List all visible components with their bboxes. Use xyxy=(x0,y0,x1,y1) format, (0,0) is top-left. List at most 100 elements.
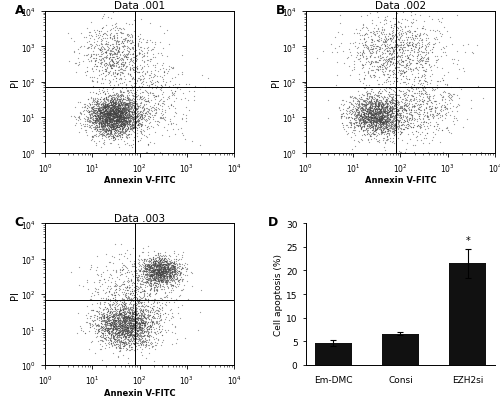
Point xyxy=(124,324,132,330)
Point xyxy=(108,306,116,313)
Point xyxy=(131,305,139,312)
Point xyxy=(104,115,112,121)
Point xyxy=(168,268,176,274)
Point xyxy=(105,71,113,77)
Point xyxy=(108,122,116,128)
Point xyxy=(96,337,104,343)
Point xyxy=(364,115,372,122)
Point xyxy=(152,261,160,268)
Point xyxy=(388,104,396,110)
Point xyxy=(366,119,374,126)
Point xyxy=(386,136,394,142)
Point xyxy=(117,115,125,121)
Point xyxy=(420,106,428,113)
Point xyxy=(124,119,132,126)
Point xyxy=(154,251,162,258)
Point xyxy=(107,103,115,109)
Point xyxy=(162,329,170,336)
Point xyxy=(162,269,170,275)
Point xyxy=(430,98,438,105)
Point xyxy=(402,86,410,93)
Point xyxy=(108,107,116,114)
Point xyxy=(154,269,162,275)
Point xyxy=(108,116,116,123)
Point xyxy=(390,108,398,115)
Point xyxy=(128,33,136,39)
Point xyxy=(383,14,391,20)
Point xyxy=(93,98,101,105)
Point xyxy=(136,340,144,346)
Point xyxy=(126,122,134,128)
Point xyxy=(162,268,170,275)
Point xyxy=(436,103,444,109)
Point xyxy=(98,90,106,96)
Point xyxy=(130,75,138,81)
Point xyxy=(370,99,378,105)
Point xyxy=(116,124,124,130)
Point xyxy=(140,257,148,263)
Point xyxy=(382,36,390,43)
Point xyxy=(382,119,390,125)
Point xyxy=(436,30,444,36)
Point xyxy=(407,83,415,90)
Point xyxy=(123,265,131,271)
Point xyxy=(394,26,402,32)
Point xyxy=(122,317,130,324)
Point xyxy=(138,123,146,129)
Point xyxy=(106,119,114,125)
Point xyxy=(98,324,106,330)
Point xyxy=(360,117,368,124)
Point xyxy=(139,263,147,269)
Point xyxy=(146,336,154,342)
Point xyxy=(402,97,409,103)
Point xyxy=(92,328,100,334)
Point xyxy=(98,110,106,116)
Point xyxy=(126,111,134,117)
Point xyxy=(98,114,106,120)
Point xyxy=(153,275,161,281)
Point xyxy=(126,316,134,323)
Point xyxy=(104,110,112,116)
Point xyxy=(137,263,145,269)
Point xyxy=(84,45,92,51)
Point xyxy=(149,281,157,288)
Point xyxy=(362,111,370,118)
Point xyxy=(135,253,143,259)
Point xyxy=(157,296,165,302)
Point xyxy=(379,125,387,132)
Point xyxy=(415,88,423,95)
Point xyxy=(102,315,110,322)
Point xyxy=(148,84,156,91)
Point xyxy=(153,300,161,306)
Point xyxy=(377,91,385,97)
Point xyxy=(420,46,428,52)
Point xyxy=(384,131,392,137)
Point xyxy=(366,100,374,106)
Point xyxy=(151,270,159,276)
Point xyxy=(446,113,454,119)
Point xyxy=(101,319,109,325)
Point xyxy=(102,88,110,95)
Point xyxy=(136,326,144,332)
Point xyxy=(128,313,136,320)
Point xyxy=(382,97,390,103)
Point xyxy=(396,9,404,15)
Point xyxy=(102,111,110,118)
Point xyxy=(417,56,425,63)
Point xyxy=(138,325,146,331)
Point xyxy=(102,123,110,129)
Point xyxy=(106,124,114,130)
Point xyxy=(148,316,156,322)
Point xyxy=(144,333,152,340)
Point xyxy=(126,108,134,115)
Point xyxy=(400,69,408,75)
Point xyxy=(368,58,376,65)
Point xyxy=(154,254,162,261)
Point xyxy=(106,114,114,120)
Point xyxy=(412,135,420,141)
Point xyxy=(109,64,117,71)
Point xyxy=(98,42,106,48)
Point xyxy=(428,72,436,78)
Point xyxy=(112,108,120,115)
Point xyxy=(394,43,402,49)
